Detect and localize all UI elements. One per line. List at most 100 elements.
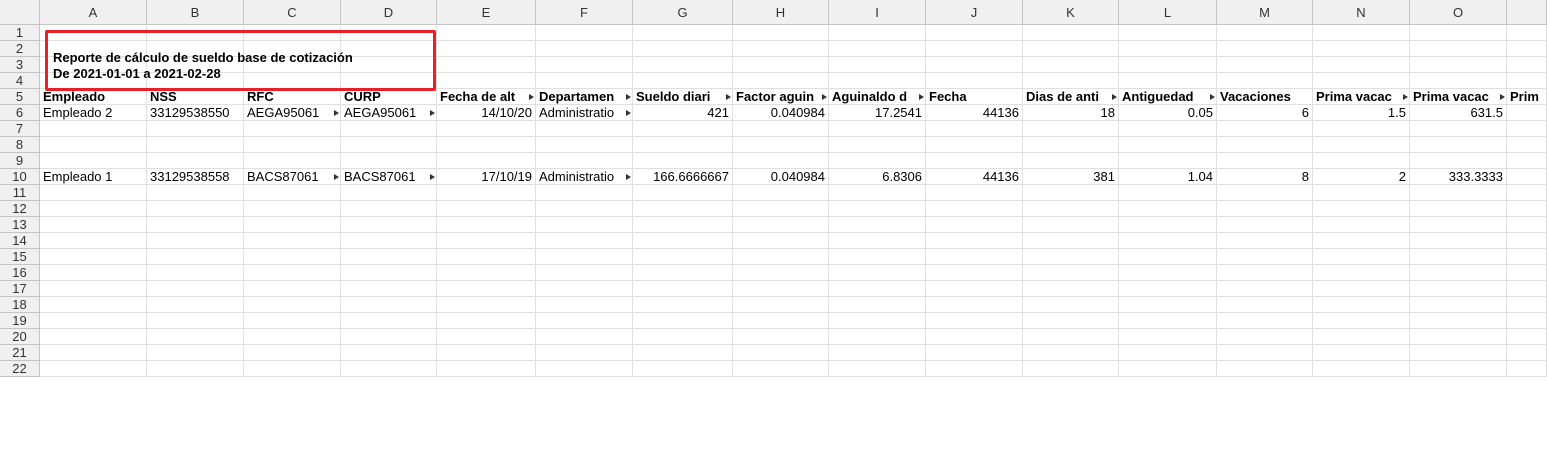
cell[interactable] bbox=[733, 329, 829, 345]
cell[interactable] bbox=[633, 281, 733, 297]
cell[interactable] bbox=[1410, 249, 1507, 265]
cell[interactable] bbox=[40, 249, 147, 265]
cell[interactable] bbox=[733, 121, 829, 137]
cell[interactable] bbox=[40, 345, 147, 361]
data-cell[interactable]: 33129538550 bbox=[147, 105, 244, 121]
data-cell[interactable]: Empleado 1 bbox=[40, 169, 147, 185]
cell[interactable] bbox=[341, 361, 437, 377]
cell[interactable] bbox=[341, 25, 437, 41]
cell[interactable] bbox=[926, 57, 1023, 73]
cell[interactable] bbox=[1217, 137, 1313, 153]
cell[interactable] bbox=[341, 313, 437, 329]
cell[interactable] bbox=[1023, 281, 1119, 297]
cell[interactable] bbox=[733, 25, 829, 41]
cell[interactable] bbox=[1313, 265, 1410, 281]
cell[interactable] bbox=[437, 345, 536, 361]
cell[interactable] bbox=[147, 249, 244, 265]
cell[interactable] bbox=[437, 217, 536, 233]
header-cell[interactable]: Fecha bbox=[926, 89, 1023, 105]
cell[interactable] bbox=[829, 185, 926, 201]
cell[interactable] bbox=[926, 329, 1023, 345]
cell[interactable] bbox=[1119, 153, 1217, 169]
column-header-a[interactable]: A bbox=[40, 0, 147, 25]
cell[interactable] bbox=[244, 153, 341, 169]
cell[interactable] bbox=[1119, 297, 1217, 313]
cell[interactable] bbox=[733, 41, 829, 57]
row-header-16[interactable]: 16 bbox=[0, 265, 40, 281]
row-header-4[interactable]: 4 bbox=[0, 73, 40, 89]
cell[interactable] bbox=[1023, 329, 1119, 345]
cell[interactable] bbox=[536, 25, 633, 41]
cell[interactable] bbox=[1313, 361, 1410, 377]
cell[interactable] bbox=[1507, 169, 1547, 185]
cell[interactable] bbox=[1023, 153, 1119, 169]
cell[interactable] bbox=[40, 281, 147, 297]
cell[interactable] bbox=[536, 57, 633, 73]
cell[interactable] bbox=[244, 25, 341, 41]
cell[interactable] bbox=[341, 57, 437, 73]
cell[interactable] bbox=[829, 249, 926, 265]
column-header-g[interactable]: G bbox=[633, 0, 733, 25]
cell[interactable] bbox=[437, 25, 536, 41]
cell[interactable] bbox=[1410, 73, 1507, 89]
cell[interactable] bbox=[1410, 329, 1507, 345]
cell[interactable] bbox=[1023, 249, 1119, 265]
header-cell[interactable]: RFC bbox=[244, 89, 341, 105]
cell[interactable] bbox=[536, 73, 633, 89]
cell[interactable] bbox=[1119, 329, 1217, 345]
cell[interactable] bbox=[40, 137, 147, 153]
cell[interactable] bbox=[1313, 73, 1410, 89]
cell[interactable] bbox=[733, 297, 829, 313]
cell[interactable] bbox=[733, 361, 829, 377]
cell[interactable] bbox=[1507, 361, 1547, 377]
cell[interactable] bbox=[1410, 57, 1507, 73]
cell[interactable] bbox=[733, 57, 829, 73]
cell[interactable] bbox=[437, 313, 536, 329]
cell[interactable] bbox=[1313, 41, 1410, 57]
column-header-l[interactable]: L bbox=[1119, 0, 1217, 25]
row-header-20[interactable]: 20 bbox=[0, 329, 40, 345]
cell[interactable] bbox=[40, 41, 147, 57]
cell[interactable] bbox=[733, 201, 829, 217]
cell[interactable] bbox=[1023, 121, 1119, 137]
data-cell[interactable]: BACS87061 bbox=[244, 169, 341, 185]
cell[interactable] bbox=[40, 265, 147, 281]
cell[interactable] bbox=[341, 185, 437, 201]
cell[interactable] bbox=[1313, 185, 1410, 201]
row-header-9[interactable]: 9 bbox=[0, 153, 40, 169]
cell[interactable] bbox=[1507, 281, 1547, 297]
cell[interactable] bbox=[1313, 233, 1410, 249]
column-header-b[interactable]: B bbox=[147, 0, 244, 25]
cell[interactable] bbox=[1217, 249, 1313, 265]
cell[interactable] bbox=[147, 57, 244, 73]
cell[interactable] bbox=[341, 265, 437, 281]
cell[interactable] bbox=[1217, 361, 1313, 377]
cell[interactable] bbox=[40, 153, 147, 169]
cell[interactable] bbox=[1023, 217, 1119, 233]
cell[interactable] bbox=[244, 201, 341, 217]
cell[interactable] bbox=[1023, 137, 1119, 153]
cell[interactable] bbox=[1119, 233, 1217, 249]
cell[interactable] bbox=[1217, 57, 1313, 73]
cell[interactable] bbox=[40, 201, 147, 217]
cell[interactable] bbox=[1313, 57, 1410, 73]
cell[interactable] bbox=[1507, 265, 1547, 281]
cell[interactable] bbox=[733, 313, 829, 329]
cell[interactable] bbox=[341, 41, 437, 57]
cell[interactable] bbox=[1410, 153, 1507, 169]
cell[interactable] bbox=[536, 313, 633, 329]
cell[interactable] bbox=[829, 265, 926, 281]
data-cell[interactable]: AEGA95061 bbox=[341, 105, 437, 121]
row-header-11[interactable]: 11 bbox=[0, 185, 40, 201]
cell[interactable] bbox=[829, 233, 926, 249]
cell[interactable] bbox=[147, 345, 244, 361]
cell[interactable] bbox=[1410, 201, 1507, 217]
cell[interactable] bbox=[926, 313, 1023, 329]
select-all-corner[interactable] bbox=[0, 0, 40, 25]
cell[interactable] bbox=[1410, 361, 1507, 377]
cell[interactable] bbox=[536, 281, 633, 297]
cell[interactable] bbox=[244, 329, 341, 345]
cell[interactable] bbox=[40, 313, 147, 329]
header-cell[interactable]: Factor aguin bbox=[733, 89, 829, 105]
cell[interactable] bbox=[437, 265, 536, 281]
